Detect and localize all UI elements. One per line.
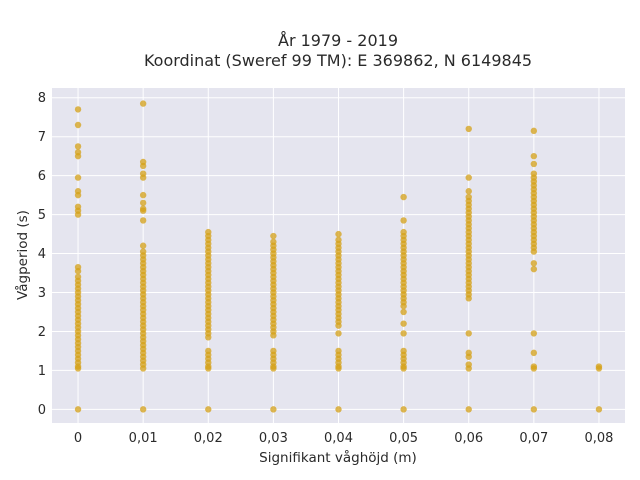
data-point [139, 217, 147, 224]
data-point [270, 406, 277, 413]
data-point [465, 193, 472, 201]
x-axis-label: Signifikant våghöjd (m) [259, 449, 417, 466]
data-point [139, 248, 147, 255]
data-point [270, 347, 277, 355]
data-point [530, 349, 538, 357]
data-point [465, 349, 472, 357]
data-point [400, 330, 407, 337]
x-tick-label: 0,08 [584, 431, 613, 446]
data-point [465, 174, 472, 181]
data-point [465, 361, 472, 368]
data-point [530, 152, 538, 160]
data-point [270, 238, 277, 246]
data-point [530, 363, 538, 370]
data-point [74, 406, 82, 413]
data-point [74, 188, 82, 195]
data-point [139, 199, 147, 207]
y-tick-label: 1 [38, 364, 46, 379]
y-tick-label: 5 [38, 208, 46, 223]
data-point [139, 170, 147, 177]
data-points [74, 100, 603, 413]
x-tick-label: 0 [74, 431, 82, 446]
data-point [530, 406, 538, 413]
x-tick-label: 0,06 [454, 431, 483, 446]
y-tick-label: 0 [38, 403, 46, 418]
data-point [400, 347, 407, 355]
data-point [335, 230, 342, 238]
data-point [139, 158, 147, 166]
data-point [335, 330, 342, 337]
data-point [530, 265, 538, 273]
data-point [465, 406, 472, 413]
y-tick-label: 3 [38, 286, 46, 301]
data-point [74, 203, 82, 211]
data-point [400, 193, 407, 201]
data-point [335, 347, 342, 355]
y-tick-label: 4 [38, 247, 46, 262]
x-tick-label: 0,07 [519, 431, 548, 446]
data-point [74, 174, 82, 181]
data-point [139, 191, 147, 199]
data-point [595, 363, 603, 370]
data-point [400, 217, 407, 224]
data-point [530, 170, 538, 177]
data-point [400, 308, 407, 316]
data-point [74, 149, 82, 156]
data-point [139, 406, 147, 413]
data-point [530, 160, 538, 168]
data-point [270, 232, 277, 240]
x-tick-label: 0,05 [389, 431, 418, 446]
data-point [205, 228, 212, 236]
x-tick-label: 0,03 [259, 431, 288, 446]
data-point [139, 242, 147, 249]
y-tick-label: 8 [38, 91, 46, 106]
chart-title-line-2: Koordinat (Sweref 99 TM): E 369862, N 61… [144, 51, 532, 70]
data-point [400, 320, 407, 327]
x-tick-label: 0,04 [324, 431, 353, 446]
chart-title-line-1: År 1979 - 2019 [278, 31, 398, 50]
data-point [595, 406, 603, 413]
data-point [74, 121, 82, 129]
data-point [139, 100, 147, 107]
x-axis-ticks: 0 0,01 0,02 0,03 0,04 0,05 0,06 0,07 0,08 [74, 431, 614, 446]
data-point [335, 236, 342, 244]
y-tick-label: 7 [38, 130, 46, 145]
y-tick-label: 2 [38, 325, 46, 340]
data-point [530, 330, 538, 337]
data-point [400, 406, 407, 413]
data-point [335, 406, 342, 413]
data-point [74, 273, 82, 281]
data-point [465, 330, 472, 337]
data-point [74, 143, 82, 150]
x-tick-label: 0,02 [194, 431, 223, 446]
y-tick-label: 6 [38, 169, 46, 184]
data-point [530, 260, 538, 267]
data-point [74, 106, 82, 113]
data-point [139, 205, 147, 212]
data-point [530, 127, 538, 135]
data-point [205, 406, 212, 413]
chart-title: År 1979 - 2019 Koordinat (Sweref 99 TM):… [144, 31, 532, 70]
y-axis-label: Vågperiod (s) [14, 210, 31, 300]
data-point [400, 228, 407, 236]
y-axis-ticks: 0 1 2 3 4 5 6 7 8 [38, 91, 46, 418]
x-tick-label: 0,01 [129, 431, 158, 446]
data-point [205, 347, 212, 355]
data-point [74, 263, 82, 271]
data-point [465, 125, 472, 133]
data-point [465, 188, 472, 195]
